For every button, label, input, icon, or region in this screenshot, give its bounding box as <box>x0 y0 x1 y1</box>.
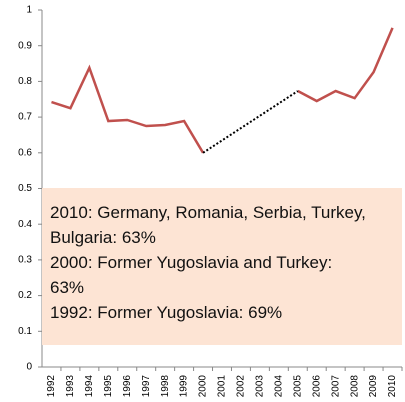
x-tick-label: 1997 <box>141 375 152 398</box>
y-tick-label: 0.2 <box>18 290 32 301</box>
x-tick-label: 2004 <box>273 375 284 398</box>
annotation-box: 2010: Germany, Romania, Serbia, Turkey, … <box>42 188 402 345</box>
annotation: 1992: Former Yugoslavia: 69% <box>50 303 283 322</box>
x-tick-label: 1998 <box>160 375 171 398</box>
y-tick-label: 0 <box>26 362 32 373</box>
y-tick-label: 0.4 <box>18 219 32 230</box>
x-tick-label: 2006 <box>311 375 322 398</box>
y-tick-label: 1 <box>26 5 32 16</box>
x-tick-label: 2009 <box>368 375 379 398</box>
x-tick-label: 2007 <box>330 375 341 398</box>
x-tick-label: 1993 <box>65 375 76 398</box>
y-tick-label: 0.3 <box>18 255 32 266</box>
line-series <box>51 64 205 154</box>
y-tick-label: 0.8 <box>18 76 32 87</box>
x-tick-label: 1996 <box>122 375 133 398</box>
y-tick-label: 0.5 <box>18 183 32 194</box>
x-tick-label: 1994 <box>84 375 95 398</box>
annotation: 2010: Germany, Romania, Serbia, Turkey, … <box>50 203 366 247</box>
x-tick-label: 2003 <box>255 375 266 398</box>
y-tick-label: 0.7 <box>18 112 32 123</box>
gap-connector <box>202 90 299 154</box>
x-tick-label: 1992 <box>46 375 57 398</box>
x-tick-label: 1995 <box>103 375 114 398</box>
x-tick-label: 2005 <box>292 375 303 398</box>
x-tick-label: 2001 <box>217 375 228 398</box>
line-series <box>297 27 394 103</box>
y-tick-label: 0.9 <box>18 40 32 51</box>
x-tick-label: 2000 <box>198 375 209 398</box>
x-tick-label: 2008 <box>349 375 360 398</box>
x-tick-label: 2002 <box>236 375 247 398</box>
x-tick-label: 1999 <box>179 375 190 398</box>
annotation: 2000: Former Yugoslavia and Turkey: 63% <box>50 253 333 297</box>
y-tick-label: 0.6 <box>18 147 32 158</box>
x-tick-label: 2010 <box>387 375 398 398</box>
y-tick-label: 0.1 <box>18 326 32 337</box>
